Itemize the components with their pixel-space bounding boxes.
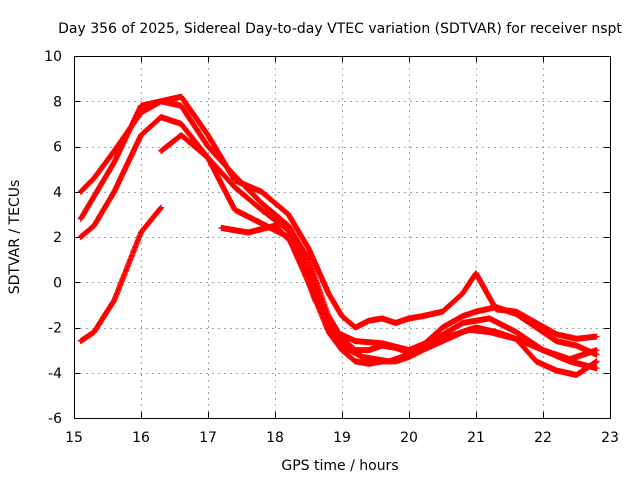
y-tick-label: -4 [48,366,62,382]
plot-frame [74,56,611,419]
y-tick-label: 4 [53,185,62,201]
y-tick-labels: -6 -4 -2 0 2 4 6 8 10 [44,49,62,427]
y-tick-label: -2 [48,321,62,337]
x-tick-label: 20 [400,430,418,446]
x-tick-label: 19 [333,430,351,446]
x-tick-label: 21 [467,430,485,446]
series-track-2 [77,98,600,358]
y-tick-label: 6 [53,140,62,156]
x-tick-labels: 15 16 17 18 19 20 21 22 23 [65,430,619,446]
series-track-6 [218,222,600,363]
marker-points [77,98,600,358]
grid-lines [74,56,610,418]
x-tick-label: 18 [266,430,284,446]
marker-points [218,222,600,363]
y-axis-label: SDTVAR / TECUs [7,180,23,295]
x-tick-label: 17 [199,430,217,446]
x-tick-label: 23 [601,430,619,446]
x-axis-label: GPS time / hours [281,458,398,474]
x-tick-label: 16 [132,430,150,446]
chart-title: Day 356 of 2025, Sidereal Day-to-day VTE… [58,21,622,37]
data-series [77,93,600,378]
x-tick-label: 15 [65,430,83,446]
series-track-4 [77,204,165,345]
y-tick-label: 0 [53,275,62,291]
y-tick-label: 2 [53,230,62,246]
marker-points [77,204,165,345]
y-tick-label: 8 [53,94,62,110]
y-tick-label: 10 [44,49,62,65]
y-tick-label: -6 [48,411,62,427]
x-tick-label: 22 [534,430,552,446]
